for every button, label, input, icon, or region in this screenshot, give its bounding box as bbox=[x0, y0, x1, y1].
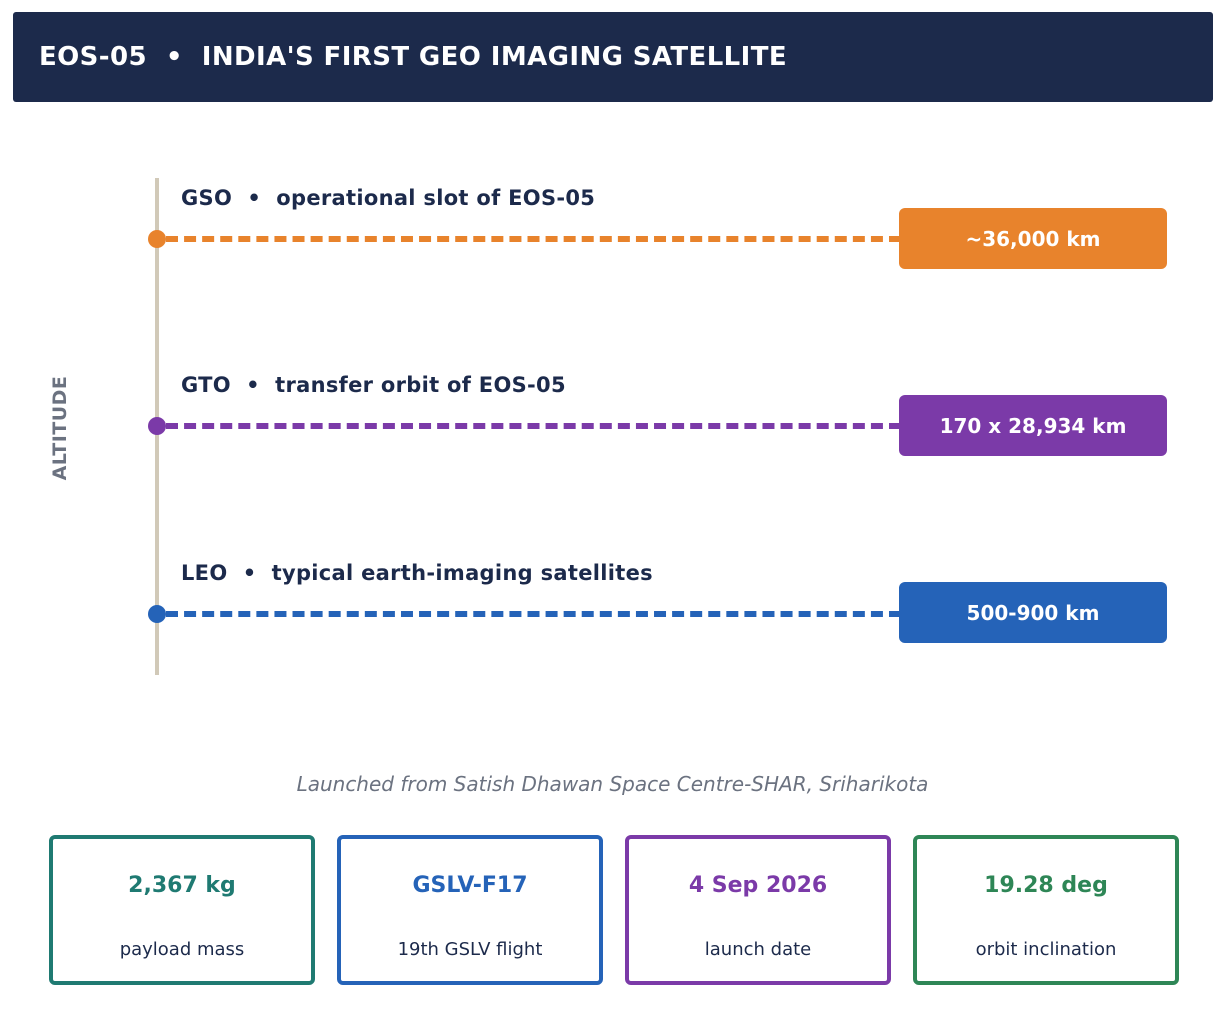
stat-value-launch-date: 4 Sep 2026 bbox=[688, 873, 828, 898]
orbit-line-leo bbox=[166, 611, 901, 617]
orbit-line-gto bbox=[166, 423, 901, 429]
stat-card-inclination: 19.28 deg orbit inclination bbox=[913, 835, 1179, 985]
orbit-badge-gso: ~36,000 km bbox=[899, 208, 1167, 269]
orbit-altitude-gto: 170 x 28,934 km bbox=[939, 413, 1127, 438]
stat-card-payload-mass: 2,367 kg payload mass bbox=[49, 835, 315, 985]
page-title: EOS-05 • INDIA'S FIRST GEO IMAGING SATEL… bbox=[39, 42, 788, 72]
orbit-altitude-gso: ~36,000 km bbox=[965, 226, 1101, 251]
orbit-altitude-leo: 500-900 km bbox=[966, 600, 1100, 625]
launch-site-note: Launched from Satish Dhawan Space Centre… bbox=[296, 772, 929, 796]
orbit-label-gto: GTO • transfer orbit of EOS-05 bbox=[181, 373, 566, 397]
altitude-axis-label: ALTITUDE bbox=[49, 375, 71, 481]
stat-card-launch-date: 4 Sep 2026 launch date bbox=[625, 835, 891, 985]
orbit-label-leo: LEO • typical earth-imaging satellites bbox=[181, 561, 653, 585]
title-banner: EOS-05 • INDIA'S FIRST GEO IMAGING SATEL… bbox=[13, 12, 1213, 102]
stat-value-payload-mass: 2,367 kg bbox=[128, 873, 236, 898]
stat-caption-payload-mass: payload mass bbox=[119, 939, 245, 960]
stat-caption-launch-vehicle: 19th GSLV flight bbox=[397, 939, 543, 960]
orbit-marker-gso bbox=[148, 230, 166, 248]
orbit-line-gso bbox=[166, 236, 901, 242]
stat-value-launch-vehicle: GSLV-F17 bbox=[412, 873, 528, 898]
orbit-marker-gto bbox=[148, 417, 166, 435]
stat-caption-launch-date: launch date bbox=[704, 939, 812, 960]
orbit-marker-leo bbox=[148, 605, 166, 623]
stat-value-inclination: 19.28 deg bbox=[984, 873, 1108, 898]
orbit-badge-leo: 500-900 km bbox=[899, 582, 1167, 643]
stat-card-launch-vehicle: GSLV-F17 19th GSLV flight bbox=[337, 835, 603, 985]
orbit-label-gso: GSO • operational slot of EOS-05 bbox=[181, 186, 596, 210]
stat-caption-inclination: orbit inclination bbox=[975, 939, 1117, 960]
orbit-badge-gto: 170 x 28,934 km bbox=[899, 395, 1167, 456]
